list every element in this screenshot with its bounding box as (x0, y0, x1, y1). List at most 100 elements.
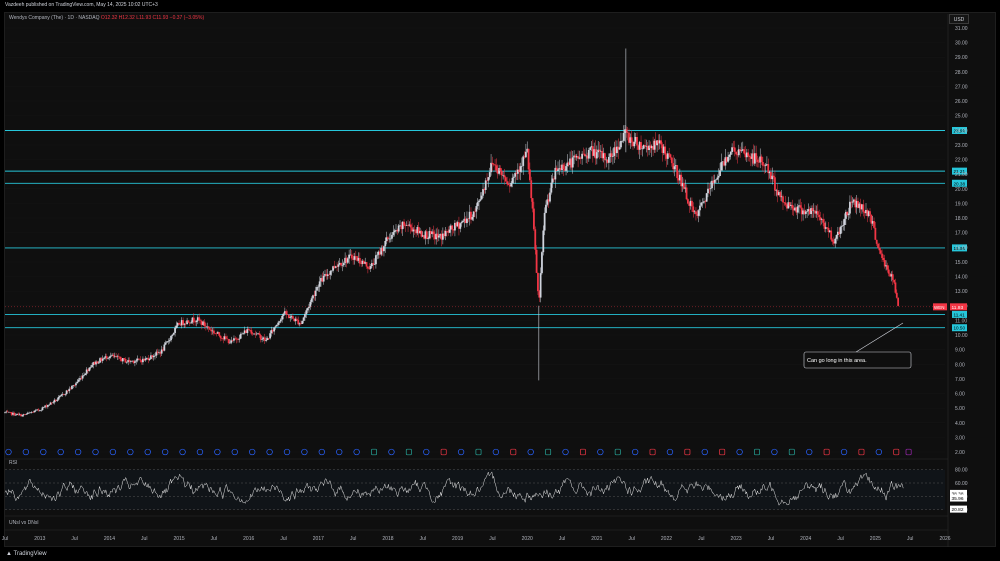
earnings-marker-icon[interactable] (858, 448, 865, 456)
dividend-marker-icon[interactable] (527, 448, 534, 456)
earnings-marker-icon[interactable] (545, 448, 552, 456)
candle-body (124, 359, 127, 363)
earnings-marker-icon[interactable] (823, 448, 830, 456)
dividend-marker-icon[interactable] (127, 448, 134, 456)
candle-body (463, 218, 466, 221)
candle-body (575, 156, 578, 158)
candle-body (840, 225, 843, 227)
earnings-marker-icon[interactable] (754, 448, 760, 456)
earnings-marker-icon[interactable] (684, 448, 691, 456)
dividend-marker-icon[interactable] (92, 448, 99, 456)
earnings-marker-icon[interactable] (649, 448, 656, 456)
dividend-marker-icon[interactable] (22, 448, 30, 456)
candle-body (317, 286, 320, 288)
dividend-marker-icon[interactable] (5, 448, 12, 456)
dividend-marker-icon[interactable] (423, 448, 430, 456)
dividend-marker-icon[interactable] (266, 448, 273, 456)
dividend-marker-icon[interactable] (492, 448, 500, 456)
annotation-callout[interactable]: Can go long in this area. (803, 322, 912, 369)
dividend-marker-icon[interactable] (196, 448, 204, 456)
earnings-marker-icon[interactable] (510, 448, 517, 456)
earnings-marker-icon[interactable] (440, 448, 447, 456)
dividend-marker-icon[interactable] (318, 448, 325, 456)
level-price-tag (952, 324, 967, 332)
dividend-marker-icon[interactable] (736, 448, 743, 456)
price-tick-label: 22.00 (955, 158, 968, 164)
candle-body (234, 338, 237, 339)
tradingview-brand[interactable]: ▲ TradingView (6, 551, 47, 557)
dividend-marker-icon[interactable] (301, 448, 308, 456)
dividend-marker-icon[interactable] (701, 448, 708, 456)
dividend-marker-icon[interactable] (771, 448, 778, 456)
earnings-marker-icon[interactable] (719, 448, 726, 456)
candle-body (741, 149, 744, 151)
earnings-marker-icon[interactable] (579, 448, 586, 456)
candle-body (885, 265, 887, 267)
candle-body (208, 328, 211, 330)
dividend-marker-icon[interactable] (231, 448, 238, 456)
earnings-marker-icon[interactable] (405, 448, 412, 456)
dividend-marker-icon[interactable] (840, 448, 848, 456)
level-price-label: 10.50 (954, 326, 966, 331)
candle-body (443, 233, 446, 237)
dividend-marker-icon[interactable] (249, 448, 256, 456)
earnings-marker-icon[interactable] (893, 448, 900, 456)
dividend-marker-icon[interactable] (336, 448, 343, 456)
candle-body (271, 330, 274, 332)
dividend-marker-icon[interactable] (806, 448, 813, 456)
earnings-marker-icon[interactable] (475, 448, 482, 456)
annotation-box[interactable] (803, 351, 912, 369)
candle-body (168, 340, 171, 342)
candle-body (570, 158, 573, 168)
symbol-name[interactable]: Wendys Company (The) · 1D · NASDAQ (9, 15, 100, 21)
dividend-marker-icon[interactable] (179, 448, 186, 456)
dividend-marker-icon[interactable] (109, 448, 117, 456)
dividend-marker-icon[interactable] (283, 448, 291, 456)
candle-body (210, 329, 213, 332)
candle-body (871, 221, 874, 224)
dividend-marker-icon[interactable] (57, 448, 64, 456)
candle-body (727, 156, 729, 162)
dividend-marker-icon[interactable] (597, 448, 604, 456)
dividend-marker-icon[interactable] (214, 448, 221, 456)
dividend-marker-icon[interactable] (875, 448, 883, 456)
candle-body (397, 225, 400, 232)
candle-body (605, 159, 608, 161)
dividend-marker-icon[interactable] (144, 448, 151, 456)
annotation-leader-line (855, 322, 904, 353)
candle-body (695, 211, 697, 215)
dividend-marker-icon[interactable] (40, 448, 47, 456)
candle-body (72, 385, 75, 386)
candle-body (219, 335, 222, 339)
dividend-marker-icon[interactable] (388, 448, 395, 456)
dividend-marker-icon[interactable] (631, 448, 639, 456)
candle-body (458, 222, 460, 229)
candle-body (585, 155, 588, 157)
candle-body (507, 184, 510, 186)
candle-body (273, 327, 276, 332)
candle-body (387, 237, 389, 239)
dividend-marker-icon[interactable] (457, 448, 465, 456)
dividend-marker-icon[interactable] (353, 448, 360, 456)
candle-body (608, 156, 610, 163)
candle-body (795, 207, 798, 213)
candle-body (839, 226, 842, 235)
candle-body (361, 260, 364, 264)
price-tick-label: 25.00 (955, 114, 968, 120)
upcoming-earnings-icon[interactable] (905, 448, 912, 456)
currency-button[interactable]: USD (949, 14, 969, 24)
earnings-marker-icon[interactable] (371, 448, 377, 456)
time-tick-label: 2020 (522, 536, 533, 542)
candle-body (32, 412, 35, 413)
candle-body (71, 385, 73, 389)
dividend-marker-icon[interactable] (562, 448, 569, 456)
earnings-marker-icon[interactable] (788, 448, 795, 456)
candle-body (747, 152, 750, 156)
dividend-marker-icon[interactable] (161, 448, 169, 456)
candle-body (761, 161, 764, 166)
dividend-marker-icon[interactable] (666, 448, 674, 456)
candle-body (48, 404, 51, 406)
dividend-marker-icon[interactable] (74, 448, 82, 456)
candle-body (171, 334, 174, 336)
earnings-marker-icon[interactable] (614, 448, 621, 456)
